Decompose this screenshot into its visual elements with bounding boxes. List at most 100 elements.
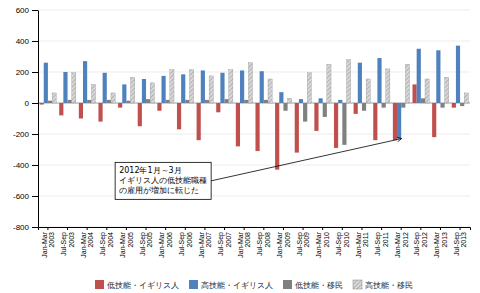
tick-label: Jul-Sep2003	[60, 232, 75, 256]
tick-label-line: 2011	[382, 232, 389, 247]
bar	[205, 100, 209, 103]
tick-mark	[303, 227, 304, 230]
bar	[142, 79, 146, 103]
tick: Jan-Mar2013	[433, 227, 448, 258]
tick-mark	[47, 227, 48, 230]
tick-label-line: 2012	[421, 232, 428, 248]
bar	[456, 46, 460, 103]
tick: Jul-Sep2003	[60, 227, 75, 256]
legend-item: 高技能・イギリス人	[189, 280, 273, 290]
bar	[366, 79, 370, 103]
annotation-text: 2012年1月～3月イギリス人の低技能職種の雇用が増加に転じた	[119, 166, 207, 195]
bar	[79, 103, 83, 119]
tick-label-line: 2013	[441, 232, 448, 248]
tick-label: Jan-Mar2004	[80, 231, 95, 257]
bar	[425, 79, 429, 103]
bar	[288, 98, 292, 103]
bar	[87, 100, 91, 103]
tick-label-line: Jan-Mar	[394, 231, 401, 257]
tick: 200	[16, 68, 38, 77]
legend-label: 低技能・移民	[295, 281, 343, 290]
tick-mark	[32, 103, 38, 104]
bar	[83, 61, 87, 103]
bar	[209, 76, 213, 103]
tick-label: Jan-Mar2007	[198, 231, 213, 257]
tick-label: 600	[16, 6, 30, 15]
bar	[268, 79, 272, 103]
y-axis: -800-600-400-2000200400600	[13, 6, 39, 232]
tick-mark	[126, 227, 127, 230]
tick: Jul-Sep2009	[296, 227, 311, 256]
tick: -600	[13, 192, 38, 201]
tick-mark	[381, 227, 382, 230]
legend-item: 低技能・移民	[283, 280, 343, 290]
bar	[338, 100, 342, 103]
tick-label-line: 2005	[127, 232, 134, 248]
tick-mark	[32, 227, 38, 228]
tick-label-line: Jan-Mar	[158, 231, 165, 257]
tick-label-line: 2009	[303, 232, 310, 248]
tick-label-line: 2009	[284, 232, 291, 248]
bar	[386, 69, 390, 103]
bar	[111, 93, 115, 103]
tick: Jul-Sep2011	[374, 227, 389, 256]
bar	[236, 103, 240, 146]
legend-swatch	[353, 280, 362, 289]
x-axis: Jan-Mar2003Jul-Sep2003Jan-Mar2004Jul-Sep…	[39, 227, 471, 258]
bar	[107, 100, 111, 103]
legend-item: 高技能・移民	[353, 280, 413, 290]
bar	[436, 50, 440, 103]
bars	[40, 46, 469, 170]
bar	[201, 70, 205, 103]
bar	[373, 103, 377, 140]
series	[48, 98, 464, 145]
bar	[295, 103, 299, 153]
bar	[244, 100, 248, 103]
bar	[421, 98, 425, 103]
bar	[72, 73, 76, 103]
bar	[275, 103, 279, 170]
bar	[248, 63, 252, 103]
tick-label-line: Jan-Mar	[315, 231, 322, 257]
tick-label-line: Jan-Mar	[276, 231, 283, 257]
annotation-line: の雇用が増加に転じた	[119, 186, 199, 195]
bar	[452, 103, 456, 108]
legend-item: 低技能・イギリス人	[95, 280, 179, 290]
tick-mark	[32, 10, 38, 11]
bar	[150, 83, 154, 103]
bar	[327, 64, 331, 103]
tick-mark	[224, 227, 225, 230]
tick-label-line: 2006	[166, 232, 173, 248]
tick: Jul-Sep2004	[99, 227, 114, 256]
grid-line	[38, 10, 470, 11]
tick-label-line: 2005	[146, 232, 153, 248]
tick: -200	[13, 130, 38, 139]
bar	[283, 103, 287, 111]
grid-line	[38, 41, 470, 42]
grid-line	[38, 165, 470, 166]
tick: Jan-Mar2005	[119, 227, 134, 258]
bar	[44, 63, 48, 103]
series	[52, 60, 468, 103]
bar	[397, 103, 401, 139]
tick-mark	[204, 227, 205, 230]
tick-label: -600	[13, 192, 30, 201]
tick-mark	[146, 227, 147, 230]
bar	[162, 76, 166, 103]
bar	[170, 70, 174, 103]
annotation-box	[115, 162, 211, 199]
bar	[181, 74, 185, 103]
plot: -800-600-400-2000200400600Jan-Mar2003Jul…	[13, 6, 471, 258]
tick-label-line: 2012	[402, 232, 409, 248]
tick-label-line: 2006	[186, 232, 193, 248]
tick: 400	[16, 37, 38, 46]
tick-mark	[322, 227, 323, 230]
bar	[307, 73, 311, 103]
tick-mark	[401, 227, 402, 230]
tick: 600	[16, 6, 38, 15]
tick-mark	[87, 227, 88, 230]
grid-line	[38, 72, 470, 73]
bar	[185, 100, 189, 103]
bar	[362, 103, 366, 111]
legend-label: 低技能・イギリス人	[107, 281, 179, 290]
